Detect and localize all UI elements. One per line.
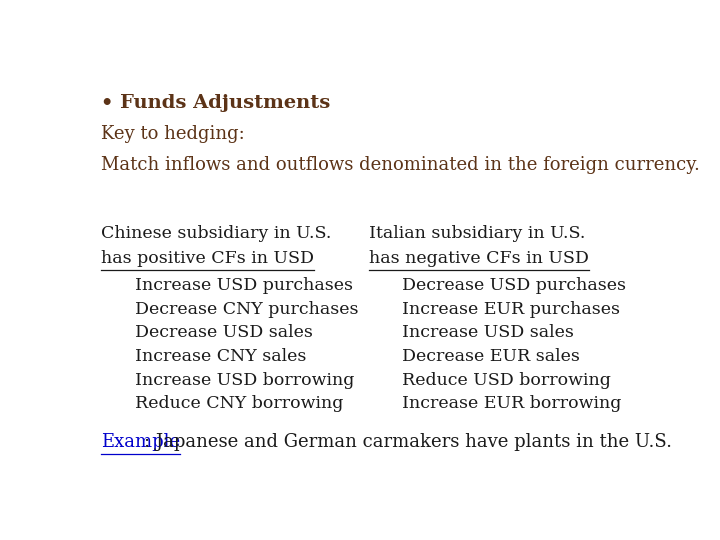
Text: Increase EUR borrowing: Increase EUR borrowing: [402, 395, 622, 413]
Text: • Funds Adjustments: • Funds Adjustments: [101, 94, 330, 112]
Text: Match inflows and outflows denominated in the foreign currency.: Match inflows and outflows denominated i…: [101, 156, 700, 174]
Text: Example: Example: [101, 433, 180, 451]
Text: has negative CFs in USD: has negative CFs in USD: [369, 250, 589, 267]
Text: Decrease USD purchases: Decrease USD purchases: [402, 277, 626, 294]
Text: Key to hedging:: Key to hedging:: [101, 125, 245, 143]
Text: Decrease USD sales: Decrease USD sales: [135, 324, 312, 341]
Text: : Japanese and German carmakers have plants in the U.S.: : Japanese and German carmakers have pla…: [143, 433, 672, 451]
Text: Chinese subsidiary in U.S.: Chinese subsidiary in U.S.: [101, 225, 331, 242]
Text: Decrease CNY purchases: Decrease CNY purchases: [135, 301, 358, 318]
Text: Increase USD purchases: Increase USD purchases: [135, 277, 353, 294]
Text: Italian subsidiary in U.S.: Italian subsidiary in U.S.: [369, 225, 585, 242]
Text: Reduce CNY borrowing: Reduce CNY borrowing: [135, 395, 343, 413]
Text: Decrease EUR sales: Decrease EUR sales: [402, 348, 580, 365]
Text: has positive CFs in USD: has positive CFs in USD: [101, 250, 314, 267]
Text: Increase USD borrowing: Increase USD borrowing: [135, 372, 354, 389]
Text: Increase CNY sales: Increase CNY sales: [135, 348, 306, 365]
Text: Increase USD sales: Increase USD sales: [402, 324, 575, 341]
Text: Reduce USD borrowing: Reduce USD borrowing: [402, 372, 611, 389]
Text: Increase EUR purchases: Increase EUR purchases: [402, 301, 621, 318]
